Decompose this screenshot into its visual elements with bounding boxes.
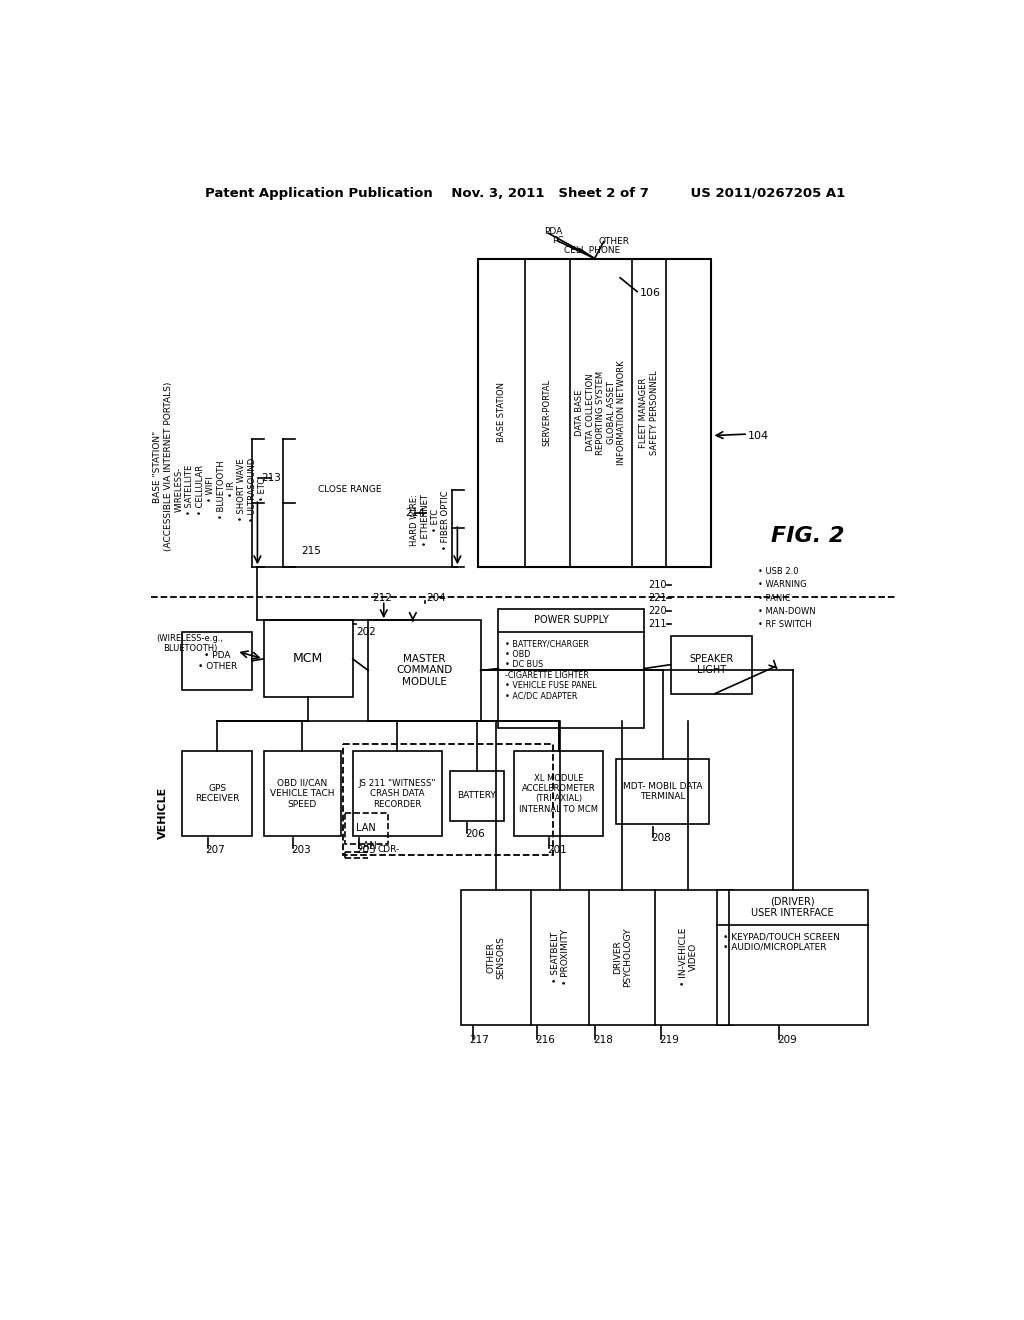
Text: GPS
RECEIVER: GPS RECEIVER bbox=[195, 784, 240, 804]
Text: • IN-VEHICLE
VIDEO: • IN-VEHICLE VIDEO bbox=[679, 928, 698, 986]
Text: HARD WIRE:
• ETHERNET
• ETC
• FIBER OPTIC: HARD WIRE: • ETHERNET • ETC • FIBER OPTI… bbox=[411, 491, 451, 550]
Bar bbox=[717, 890, 868, 1024]
Bar bbox=[182, 632, 252, 689]
Text: MASTER
COMMAND
MODULE: MASTER COMMAND MODULE bbox=[396, 653, 453, 686]
Text: 209: 209 bbox=[777, 1035, 797, 1045]
Text: • KEYPAD/TOUCH SCREEN
• AUDIO/MICROPLATER: • KEYPAD/TOUCH SCREEN • AUDIO/MICROPLATE… bbox=[723, 932, 840, 952]
Text: 210: 210 bbox=[648, 579, 667, 590]
Text: • WARNING: • WARNING bbox=[758, 581, 807, 590]
Text: VEHICLE: VEHICLE bbox=[158, 787, 168, 840]
Text: WIRELESS-
• SATELLITE
• CELLULAR
• WIFI
• BLUETOOTH
• IR
• SHORT WAVE
• ULTRASOU: WIRELESS- • SATELLITE • CELLULAR • WIFI … bbox=[175, 457, 267, 521]
Text: 203: 203 bbox=[291, 845, 310, 855]
Text: XL MODULE
ACCELEROMETER
(TRI-AXIAL)
INTERNAL TO MCM: XL MODULE ACCELEROMETER (TRI-AXIAL) INTE… bbox=[519, 774, 598, 813]
Bar bbox=[616, 759, 710, 825]
Bar bbox=[478, 259, 711, 566]
Text: (DRIVER)
USER INTERFACE: (DRIVER) USER INTERFACE bbox=[752, 896, 834, 917]
Bar bbox=[345, 813, 388, 843]
Text: FIG. 2: FIG. 2 bbox=[771, 525, 845, 545]
Text: (WIRELESS-e.g.,
BLUETOOTH): (WIRELESS-e.g., BLUETOOTH) bbox=[157, 634, 223, 653]
Text: CELL PHONE: CELL PHONE bbox=[563, 246, 620, 255]
Text: PC: PC bbox=[552, 236, 563, 246]
Text: 213: 213 bbox=[261, 473, 282, 483]
Text: 212: 212 bbox=[372, 593, 392, 603]
Text: 211: 211 bbox=[648, 619, 667, 630]
Text: 104: 104 bbox=[748, 430, 769, 441]
Text: 106: 106 bbox=[640, 288, 660, 298]
Bar bbox=[671, 636, 752, 693]
Bar bbox=[461, 890, 732, 1024]
Bar bbox=[499, 609, 644, 729]
Text: 208: 208 bbox=[651, 833, 671, 843]
Text: MDT- MOBIL DATA
TERMINAL: MDT- MOBIL DATA TERMINAL bbox=[623, 781, 702, 801]
Text: • MAN-DOWN: • MAN-DOWN bbox=[758, 607, 816, 615]
Text: Patent Application Publication    Nov. 3, 2011   Sheet 2 of 7         US 2011/02: Patent Application Publication Nov. 3, 2… bbox=[205, 186, 845, 199]
Text: 202: 202 bbox=[356, 627, 377, 636]
Text: • SEATBELT
• PROXIMITY: • SEATBELT • PROXIMITY bbox=[551, 929, 570, 985]
Text: OTHER
SENSORS: OTHER SENSORS bbox=[486, 936, 506, 978]
Text: 206: 206 bbox=[465, 829, 485, 840]
Text: 215: 215 bbox=[301, 546, 321, 556]
Text: 204: 204 bbox=[426, 593, 446, 603]
Text: LAN: LAN bbox=[356, 824, 376, 833]
Bar bbox=[263, 751, 341, 836]
Text: 201: 201 bbox=[547, 845, 566, 855]
Bar bbox=[343, 743, 553, 855]
Text: CDR-: CDR- bbox=[378, 845, 399, 854]
Text: 217: 217 bbox=[469, 1035, 488, 1045]
Text: • BATTERY/CHARGER
• OBD
• DC BUS
-CIGARETTE LIGHTER
• VEHICLE FUSE PANEL
• AC/DC: • BATTERY/CHARGER • OBD • DC BUS -CIGARE… bbox=[505, 640, 596, 701]
Text: FLEET MANAGER
SAFETY PERSONNEL: FLEET MANAGER SAFETY PERSONNEL bbox=[639, 370, 658, 455]
Bar bbox=[369, 620, 480, 721]
Text: PDA: PDA bbox=[544, 227, 562, 236]
Text: BASE STATION: BASE STATION bbox=[497, 383, 506, 442]
Bar bbox=[263, 620, 352, 697]
Bar bbox=[352, 751, 442, 836]
Text: 218: 218 bbox=[593, 1035, 613, 1045]
Text: 207: 207 bbox=[206, 845, 225, 855]
Text: 219: 219 bbox=[658, 1035, 679, 1045]
Text: • PANIC: • PANIC bbox=[758, 594, 791, 602]
Text: JS 211 "WITNESS"
CRASH DATA
RECORDER: JS 211 "WITNESS" CRASH DATA RECORDER bbox=[358, 779, 436, 809]
Text: 214: 214 bbox=[406, 508, 425, 517]
Bar bbox=[182, 751, 252, 836]
Bar bbox=[450, 771, 504, 821]
Text: BATTERY: BATTERY bbox=[458, 791, 496, 800]
Text: • USB 2.0: • USB 2.0 bbox=[758, 568, 799, 577]
Text: CLOSE RANGE: CLOSE RANGE bbox=[317, 484, 381, 494]
Text: OTHER: OTHER bbox=[598, 238, 630, 246]
Text: POWER SUPPLY: POWER SUPPLY bbox=[534, 615, 608, 626]
Text: • PDA
• OTHER: • PDA • OTHER bbox=[198, 651, 237, 671]
Text: BASE "STATION"
(ACCESSIBLE VIA INTERNET PORTALS): BASE "STATION" (ACCESSIBLE VIA INTERNET … bbox=[154, 381, 173, 550]
Text: SERVER-PORTAL: SERVER-PORTAL bbox=[543, 379, 552, 446]
Text: LAN: LAN bbox=[356, 841, 377, 851]
Text: DRIVER
PSYCHOLOGY: DRIVER PSYCHOLOGY bbox=[612, 928, 632, 987]
Bar bbox=[514, 751, 603, 836]
Text: DATA BASE
DATA COLLECTION
REPORTING SYSTEM
GLOBAL ASSET
INFORMATION NETWORK: DATA BASE DATA COLLECTION REPORTING SYST… bbox=[575, 360, 626, 465]
Text: • RF SWITCH: • RF SWITCH bbox=[758, 620, 812, 628]
Text: 205: 205 bbox=[356, 845, 377, 855]
Text: MCM: MCM bbox=[293, 652, 324, 665]
Text: SPEAKER
LIGHT: SPEAKER LIGHT bbox=[689, 653, 733, 676]
Text: 220: 220 bbox=[648, 606, 667, 616]
Text: 221: 221 bbox=[648, 593, 667, 603]
Text: 216: 216 bbox=[535, 1035, 555, 1045]
Text: OBD II/CAN
VEHICLE TACH
SPEED: OBD II/CAN VEHICLE TACH SPEED bbox=[270, 779, 335, 809]
